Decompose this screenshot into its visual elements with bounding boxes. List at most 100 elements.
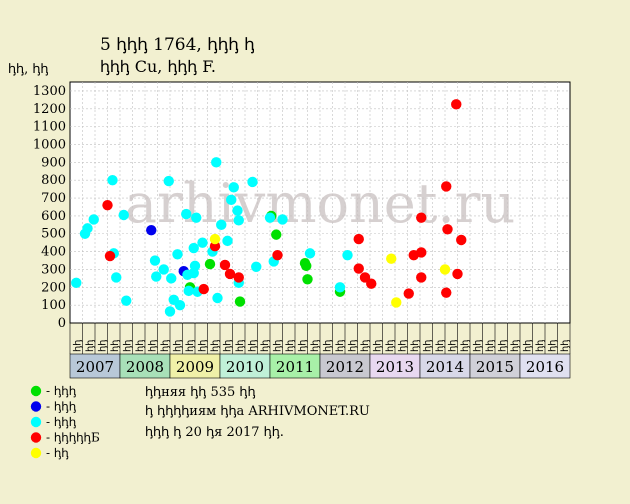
year-label: 2010 <box>226 358 264 376</box>
quarter-tick-label: ꞕꞕ <box>497 340 508 352</box>
data-point <box>164 306 176 317</box>
legend-label: - ꞕꞕꞕꞕꞕБ <box>46 431 100 445</box>
data-point <box>189 260 201 272</box>
footer-line2: ꞕ ꞕꞕꞕꞕиям ꞕꞕа ARHIVMONET.RU <box>145 404 370 419</box>
year-label: 2009 <box>176 358 214 376</box>
data-point <box>211 157 222 168</box>
year-label: 2015 <box>476 358 514 376</box>
legend-marker <box>30 416 42 428</box>
data-point <box>216 219 227 231</box>
data-point <box>146 224 157 236</box>
year-band <box>519 353 571 379</box>
year-label: 2013 <box>376 358 414 376</box>
data-point <box>264 212 276 223</box>
legend-label: - ꞕꞕꞕ <box>46 415 76 429</box>
data-point <box>209 233 221 245</box>
quarter-tick-label: ꞕꞕ <box>210 340 221 352</box>
quarter-tick-label: ꞕꞕ <box>260 340 271 352</box>
year-label: 2008 <box>126 358 164 376</box>
data-point <box>197 237 208 248</box>
data-point <box>416 212 427 223</box>
data-point <box>271 229 282 240</box>
quarter-tick-label: ꞕꞕ <box>160 340 171 352</box>
legend-label: - ꞕꞕ <box>46 446 69 460</box>
data-point <box>247 176 258 188</box>
data-point <box>183 285 194 297</box>
year-label: 2014 <box>426 358 464 376</box>
data-point <box>181 208 192 220</box>
year-band <box>69 353 121 379</box>
footer-line3: ꞕꞕꞕ ꞕ 20 ꞕя 2017 ꞕꞕ. <box>145 425 284 440</box>
quarter-tick-label: ꞕꞕ <box>310 340 321 352</box>
quarter-tick-label: ꞕꞕ <box>460 340 471 352</box>
data-point <box>416 272 427 283</box>
data-point <box>188 242 199 254</box>
quarter-tick-label: ꞕꞕ <box>197 340 208 352</box>
quarter-tick-label: ꞕꞕ <box>322 340 333 352</box>
data-point <box>166 273 177 284</box>
y-tick-label: 900 <box>41 155 66 170</box>
footer-line1: ꞕꞕняя ꞕꞕ 535 ꞕꞕ <box>145 385 255 400</box>
data-point <box>222 235 233 247</box>
year-band <box>319 353 371 379</box>
quarter-tick-label: ꞕꞕ <box>235 340 246 352</box>
year-label: 2012 <box>326 358 364 376</box>
grid-lines <box>70 82 570 323</box>
data-point <box>82 223 93 234</box>
data-point <box>452 268 463 280</box>
year-band <box>269 353 321 379</box>
quarter-tick-label: ꞕꞕ <box>485 340 496 352</box>
quarter-tick-label: ꞕꞕ <box>447 340 458 352</box>
year-band <box>169 353 221 379</box>
year-label: 2016 <box>526 358 564 376</box>
data-point <box>172 249 183 260</box>
quarter-tick-label: ꞕꞕ <box>72 340 83 352</box>
y-tick-label: 500 <box>41 227 66 242</box>
data-point <box>104 250 116 262</box>
data-point <box>441 287 452 298</box>
quarter-tick-label: ꞕꞕ <box>385 340 396 352</box>
quarter-tick-label: ꞕꞕ <box>247 340 258 352</box>
quarter-tick-label: ꞕꞕ <box>397 340 408 352</box>
y-tick-label: 800 <box>41 173 66 188</box>
quarter-tick-label: ꞕꞕ <box>360 340 371 352</box>
quarter-tick-label: ꞕꞕ <box>122 340 133 352</box>
data-point <box>219 259 231 271</box>
y-axis-ticks: 0 100 200 300 400 500 600 700 800 900 1000 1100 1200… <box>33 84 66 331</box>
data-point <box>226 194 237 206</box>
data-point <box>403 288 414 299</box>
data-point <box>121 295 132 306</box>
data-point <box>228 182 239 193</box>
data-point <box>102 199 113 211</box>
data-point <box>204 258 216 270</box>
data-point <box>233 272 244 283</box>
y-tick-label: 1000 <box>33 137 66 152</box>
quarter-tick-label: ꞕꞕ <box>560 340 571 352</box>
legend-marker <box>30 447 42 459</box>
quarter-tick-label: ꞕꞕ <box>285 340 296 352</box>
data-point <box>71 277 82 289</box>
quarter-tick-label: ꞕꞕ <box>110 340 121 352</box>
quarter-tick-label: ꞕꞕ <box>547 340 558 352</box>
legend-marker <box>30 401 42 412</box>
data-point <box>118 209 129 221</box>
y-tick-label: 400 <box>41 245 66 260</box>
quarter-tick-label: ꞕꞕ <box>85 340 96 352</box>
data-point <box>163 175 174 187</box>
legend: - ꞕꞕꞕ- ꞕꞕꞕ- ꞕꞕꞕ- ꞕꞕꞕꞕꞕБ- ꞕꞕ <box>30 384 100 460</box>
data-point <box>302 274 313 285</box>
data-points <box>71 99 467 317</box>
data-point <box>391 297 402 308</box>
data-point <box>301 260 312 272</box>
quarter-tick-label: ꞕꞕ <box>472 340 483 352</box>
data-point <box>174 299 186 311</box>
data-point <box>386 253 397 264</box>
quarter-tick-label: ꞕꞕ <box>297 340 308 352</box>
data-point <box>232 205 243 216</box>
data-point <box>451 99 462 110</box>
year-band <box>119 353 171 379</box>
legend-label: - ꞕꞕꞕ <box>46 400 76 414</box>
chart-title-line2: ꞕꞕꞕ Cu, ꞕꞕꞕ F. <box>100 57 216 76</box>
data-point <box>272 249 283 261</box>
y-tick-label: 100 <box>41 298 66 313</box>
